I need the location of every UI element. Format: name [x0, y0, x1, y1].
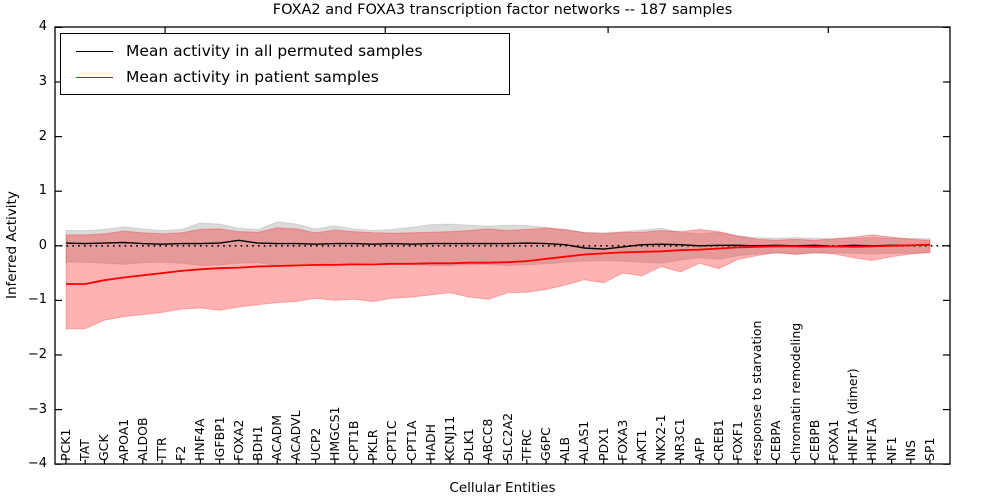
legend-line-black — [76, 50, 113, 52]
legend-item-permuted: Mean activity in all permuted samples — [76, 42, 509, 60]
legend-line-red — [76, 76, 113, 78]
legend-item-patient: Mean activity in patient samples — [76, 68, 509, 86]
legend: Mean activity in all permuted samples Me… — [60, 33, 510, 95]
chart-title: FOXA2 and FOXA3 transcription factor net… — [272, 2, 733, 18]
legend-label-patient: Mean activity in patient samples — [126, 68, 379, 86]
x-axis-title: Cellular Entities — [449, 480, 556, 496]
legend-label-permuted: Mean activity in all permuted samples — [126, 42, 423, 60]
